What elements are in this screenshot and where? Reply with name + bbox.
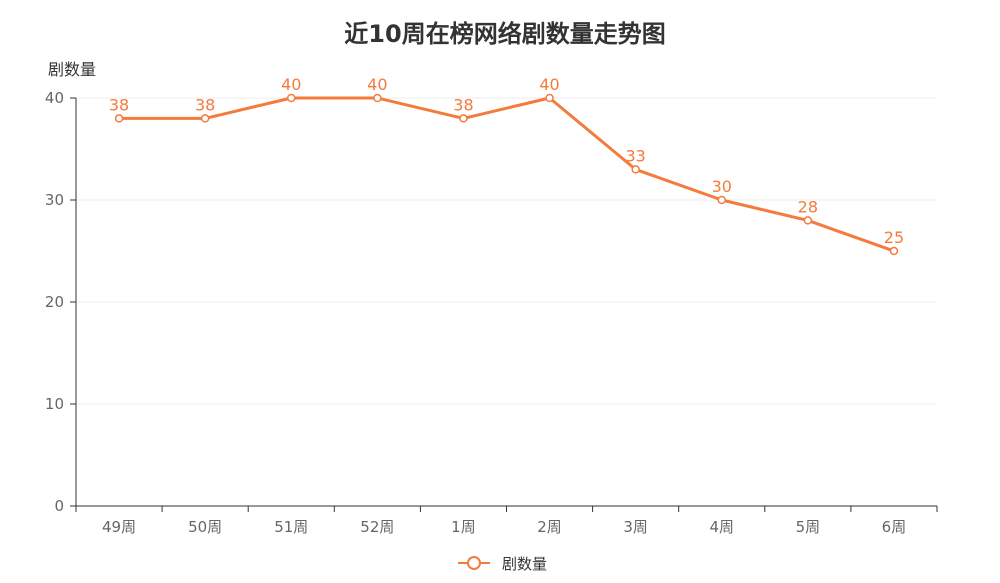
x-tick-label: 4周 [709,518,734,536]
gridlines [76,97,937,405]
data-point [114,114,124,123]
x-tick-label: 50周 [188,518,222,536]
data-label: 33 [625,146,645,165]
data-label: 40 [539,75,559,94]
x-tick-label: 2周 [537,518,562,536]
x-tick-label: 49周 [102,518,136,536]
data-label: 25 [884,228,904,247]
data-point [373,93,382,103]
data-label: 40 [367,75,387,94]
data-point [803,216,813,225]
legend-circle-marker [467,556,481,570]
data-label: 28 [798,197,818,216]
data-point [717,195,726,205]
x-tick-label: 51周 [274,518,308,536]
y-tick-label: 40 [45,89,64,107]
y-tick-label: 10 [45,395,64,413]
data-point [200,114,210,123]
series-line [119,96,895,253]
x-tick-label: 3周 [623,518,648,536]
x-tick-label: 52周 [360,518,394,536]
y-axis-label: 剧数量 [48,60,96,79]
data-label: 38 [195,95,215,114]
data-point [631,165,640,174]
x-tick-label: 6周 [882,518,907,536]
y-tick-label: 30 [45,191,64,209]
x-tick-label: 5周 [796,518,821,536]
data-point [545,93,554,103]
data-label: 38 [453,95,473,114]
data-point [287,93,296,103]
axes: 0 10 20 30 40 49周 50周 51周 52周 1周 2周 3周 4周 5周 6周 [45,89,938,536]
chart-title: 近10周在榜网络剧数量走势图 [344,20,665,48]
data-label: 40 [281,75,301,94]
series: 38 38 40 40 38 40 33 30 28 25 [109,75,904,256]
y-tick-label: 20 [45,293,64,311]
x-tick-label: 1周 [451,518,476,536]
legend-label: 剧数量 [502,555,547,573]
data-point [459,114,468,123]
data-label: 38 [109,95,129,114]
legend[interactable]: 剧数量 [458,555,547,573]
data-label: 30 [712,177,732,196]
data-point [889,246,899,256]
y-tick-label: 0 [54,497,64,515]
